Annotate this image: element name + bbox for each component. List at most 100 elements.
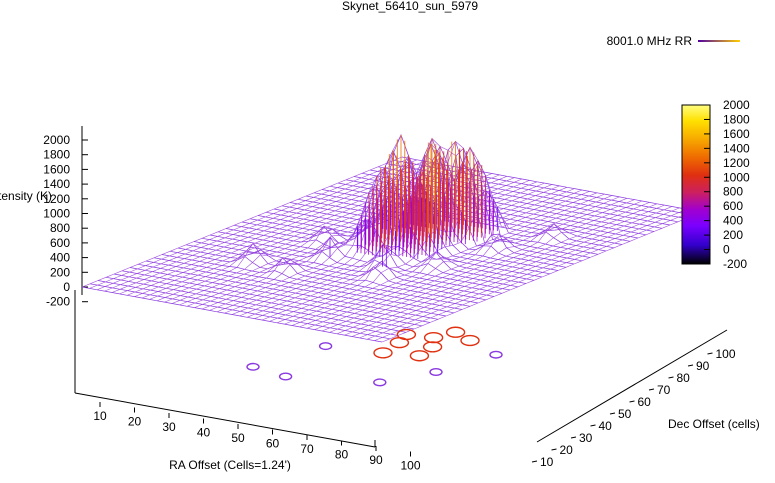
- z-tick-label: 1400: [43, 177, 70, 191]
- mesh-line-x: [276, 192, 598, 324]
- contour-ring: [409, 350, 430, 362]
- colorbar-tick-label: 400: [723, 214, 743, 228]
- contour-ring: [373, 378, 387, 387]
- mesh-line-x: [351, 206, 673, 337]
- z-tick-label: 1000: [43, 207, 70, 221]
- y-tick: [590, 424, 596, 427]
- y-tick-label: 60: [638, 395, 652, 409]
- mesh-line-x: [306, 198, 628, 329]
- z-tick-label: 2000: [43, 133, 70, 147]
- colorbar-gradient: [681, 104, 711, 265]
- x-tick-label: 40: [197, 426, 211, 440]
- z-tick-label: 800: [50, 221, 70, 235]
- y-tick: [531, 460, 538, 463]
- mesh-line-x: [111, 162, 433, 293]
- y-tick-label: 30: [579, 431, 593, 445]
- colorbar-tick-label: -200: [723, 257, 747, 271]
- z-tick-label: -200: [46, 295, 70, 309]
- x-tick-label: 20: [128, 415, 142, 429]
- z-tick-label: 1800: [43, 148, 70, 162]
- x-tick-label: 90: [369, 453, 383, 467]
- z-tick-label: 0: [63, 280, 70, 294]
- z-tick-label: 600: [50, 236, 70, 250]
- y-tick-label: 100: [716, 347, 736, 361]
- base-contours: [246, 326, 503, 387]
- y-tick-label: 90: [696, 359, 710, 373]
- x-tick-label: 70: [300, 442, 314, 456]
- colorbar-tick-label: 2000: [723, 98, 750, 112]
- mesh-line-x: [284, 193, 605, 325]
- contour-ring: [423, 331, 444, 344]
- mesh-line-x: [291, 195, 613, 326]
- contour-ring: [396, 328, 417, 341]
- mesh-line-x: [89, 158, 410, 289]
- y-tick: [570, 436, 577, 439]
- x-axis-label: RA Offset (Cells=1.24'): [169, 458, 291, 472]
- contour-ring: [318, 342, 333, 351]
- y-tick: [687, 364, 694, 367]
- y-tick-label: 50: [618, 407, 632, 421]
- colorbar-tick-label: 1000: [723, 170, 750, 184]
- y-tick: [629, 400, 635, 403]
- y-tick-label: 70: [657, 383, 671, 397]
- mesh-line-x: [201, 169, 523, 310]
- y-tick-label: 40: [599, 419, 613, 433]
- mesh-line-x: [329, 202, 650, 333]
- contour-ring: [489, 350, 503, 359]
- y-tick: [707, 352, 713, 355]
- mesh-line-x: [299, 196, 620, 328]
- mesh-line-x: [81, 156, 403, 288]
- z-tick-label: 400: [50, 251, 70, 265]
- y-tick: [648, 388, 655, 391]
- mesh-line-x: [96, 159, 418, 291]
- mesh-line-x: [321, 200, 643, 332]
- colorbar-tick-label: 600: [723, 199, 743, 213]
- mesh-line-x: [186, 176, 508, 307]
- colorbar-tick-label: 1800: [723, 112, 750, 126]
- contour-ring: [422, 341, 443, 353]
- y-tick: [668, 376, 674, 379]
- surface-mesh: [81, 134, 703, 343]
- mesh-line-x: [314, 199, 635, 330]
- z-tick-label: 1200: [43, 192, 70, 206]
- mesh-line-x: [381, 211, 703, 343]
- colorbar-tick-label: 1200: [723, 156, 750, 170]
- y-tick-label: 10: [540, 455, 554, 469]
- colorbar-tick-label: 0: [723, 243, 730, 257]
- contour-ring: [373, 347, 393, 359]
- z-axis-label: Intensity (K): [0, 189, 52, 203]
- colorbar-tick-label: 800: [723, 185, 743, 199]
- mesh-line-x: [336, 203, 658, 335]
- z-tick-label: 200: [50, 265, 70, 279]
- x-tick-label: 30: [162, 420, 176, 434]
- contour-ring: [278, 372, 293, 381]
- mesh-line-x: [104, 160, 425, 292]
- y-axis-label: Dec Offset (cells): [668, 417, 760, 431]
- y-tick: [609, 412, 616, 415]
- x-tick-label: 10: [93, 409, 107, 423]
- contour-ring: [445, 326, 466, 338]
- mesh-line-x: [119, 163, 440, 295]
- legend: 8001.0 MHz RR: [607, 34, 740, 48]
- x-tick-label: 50: [231, 431, 245, 445]
- chart-title: Skynet_56410_sun_5979: [342, 0, 478, 13]
- colorbar-tick-label: 1600: [723, 127, 750, 141]
- z-tick-label: 1600: [43, 162, 70, 176]
- x-tick-label: 60: [266, 437, 280, 451]
- contour-ring: [429, 368, 443, 377]
- mesh-line-x: [359, 207, 680, 339]
- colorbar-tick-label: 200: [723, 228, 743, 242]
- legend-label: 8001.0 MHz RR: [607, 34, 693, 48]
- y-tick-label: 80: [677, 371, 691, 385]
- base-axes: [74, 290, 728, 448]
- colorbar-tick-label: 1400: [723, 141, 750, 155]
- contour-ring: [460, 334, 480, 347]
- y-tick-label: 20: [560, 443, 574, 457]
- legend-swatch: [698, 40, 740, 42]
- x-tick-label: 100: [400, 459, 420, 473]
- y-tick: [551, 448, 557, 451]
- contour-ring: [246, 362, 260, 371]
- z-axis: 2000180016001400120010008006004002000-20…: [43, 126, 88, 309]
- x-axis: 10 20 30 40 50 60 70 80 90 100: [93, 402, 421, 473]
